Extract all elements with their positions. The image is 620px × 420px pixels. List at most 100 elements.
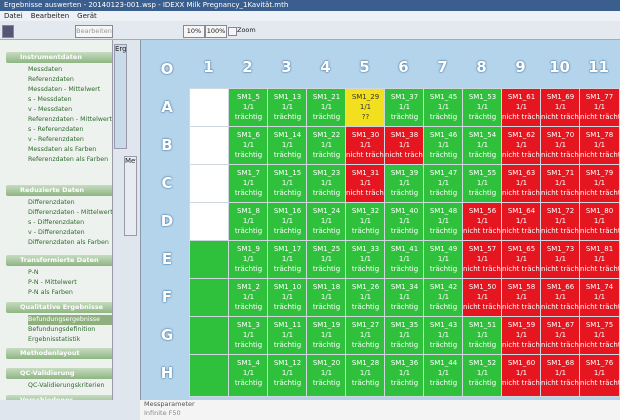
plate-well[interactable]: SM1_15 1/1 trächtig xyxy=(267,164,308,207)
plate-well[interactable]: SM1_31 1/1 nicht trächtig xyxy=(345,164,386,207)
plate-well[interactable] xyxy=(189,164,230,207)
zoom-button[interactable]: 10% xyxy=(183,25,205,38)
plate-well[interactable]: SM1_5 1/1 trächtig xyxy=(228,88,269,131)
plate-well[interactable]: SM1_79 1/1 nicht trächtig xyxy=(579,164,620,207)
plate-well[interactable]: SM1_46 1/1 trächtig xyxy=(423,126,464,169)
section-header[interactable]: Verschiedenes xyxy=(6,395,112,400)
plate-well[interactable]: SM1_66 1/1 nicht trächtig xyxy=(540,278,581,321)
plate-well[interactable]: SM1_39 1/1 trächtig xyxy=(384,164,425,207)
plate-well[interactable]: SM1_40 1/1 trächtig xyxy=(384,202,425,245)
plate-well[interactable]: SM1_77 1/1 nicht trächtig xyxy=(579,88,620,131)
plate-well[interactable]: SM1_56 1/1 nicht trächtig xyxy=(462,202,503,245)
plate-well[interactable]: SM1_11 1/1 trächtig xyxy=(267,316,308,359)
plate-well[interactable]: SM1_67 1/1 nicht trächtig xyxy=(540,316,581,359)
nav-item[interactable]: P-N xyxy=(28,269,39,276)
nav-item[interactable]: Differenzdaten - Mittelwert xyxy=(28,209,113,216)
plate-well[interactable]: SM1_73 1/1 nicht trächtig xyxy=(540,240,581,283)
nav-item[interactable]: s - Messdaten xyxy=(28,96,72,103)
plate-well[interactable]: SM1_27 1/1 trächtig xyxy=(345,316,386,359)
plate-well[interactable]: SM1_68 1/1 nicht trächtig xyxy=(540,354,581,397)
plate-well[interactable]: SM1_25 1/1 trächtig xyxy=(306,240,347,283)
plate-well[interactable]: SM1_49 1/1 trächtig xyxy=(423,240,464,283)
plate-well[interactable]: SM1_33 1/1 trächtig xyxy=(345,240,386,283)
plate-well[interactable]: SM1_10 1/1 trächtig xyxy=(267,278,308,321)
plate-well[interactable]: SM1_26 1/1 trächtig xyxy=(345,278,386,321)
zoom-checkbox[interactable] xyxy=(228,27,237,36)
nav-item[interactable]: QC-Validierungskriterien xyxy=(28,382,105,389)
plate-well[interactable]: SM1_63 1/1 nicht trächtig xyxy=(501,164,542,207)
nav-item[interactable]: Messdaten als Farben xyxy=(28,146,97,153)
nav-item[interactable]: Befundungsdefinition xyxy=(28,326,96,333)
plate-well[interactable]: SM1_59 1/1 nicht trächtig xyxy=(501,316,542,359)
plate-well[interactable]: SM1_41 1/1 trächtig xyxy=(384,240,425,283)
plate-well[interactable]: SM1_48 1/1 trächtig xyxy=(423,202,464,245)
plate-well[interactable]: SM1_71 1/1 nicht trächtig xyxy=(540,164,581,207)
section-header[interactable]: QC-Validierung xyxy=(6,368,112,379)
section-header[interactable]: Methodenlayout xyxy=(6,348,112,359)
plate-well[interactable]: SM1_51 1/1 trächtig xyxy=(462,316,503,359)
plate-well[interactable]: SM1_72 1/1 nicht trächtig xyxy=(540,202,581,245)
plate-well[interactable]: SM1_65 1/1 nicht trächtig xyxy=(501,240,542,283)
plate-well[interactable] xyxy=(189,278,230,321)
toolbar-button[interactable] xyxy=(2,25,14,38)
plate-well[interactable]: SM1_42 1/1 trächtig xyxy=(423,278,464,321)
nav-item[interactable]: s - Referenzdaten xyxy=(28,126,84,133)
plate-well[interactable]: SM1_14 1/1 trächtig xyxy=(267,126,308,169)
nav-item[interactable]: v - Differenzdaten xyxy=(28,229,85,236)
plate-well[interactable]: SM1_36 1/1 trächtig xyxy=(384,354,425,397)
section-header[interactable]: Instrumentdaten xyxy=(6,52,112,63)
plate-well[interactable]: SM1_62 1/1 nicht trächtig xyxy=(501,126,542,169)
nav-item[interactable]: Messdaten xyxy=(28,66,63,73)
section-header[interactable]: Transformierte Daten xyxy=(6,255,112,266)
plate-well[interactable]: SM1_8 1/1 trächtig xyxy=(228,202,269,245)
plate-well[interactable]: SM1_34 1/1 trächtig xyxy=(384,278,425,321)
plate-well[interactable]: SM1_55 1/1 trächtig xyxy=(462,164,503,207)
plate-well[interactable]: SM1_61 1/1 nicht trächtig xyxy=(501,88,542,131)
nav-item[interactable]: Differenzdaten xyxy=(28,199,75,206)
plate-well[interactable]: SM1_54 1/1 trächtig xyxy=(462,126,503,169)
nav-item[interactable]: Ergebnisstatistik xyxy=(28,336,81,343)
plate-well[interactable] xyxy=(189,126,230,169)
plate-well[interactable]: SM1_75 1/1 nicht trächtig xyxy=(579,316,620,359)
nav-item[interactable]: Messdaten - Mittelwert xyxy=(28,86,101,93)
plate-well[interactable]: SM1_19 1/1 trächtig xyxy=(306,316,347,359)
section-header[interactable]: Reduzierte Daten xyxy=(6,185,112,196)
nav-item[interactable]: Referenzdaten - Mittelwert xyxy=(28,116,112,123)
plate-well[interactable]: SM1_43 1/1 trächtig xyxy=(423,316,464,359)
plate-well[interactable]: SM1_21 1/1 trächtig xyxy=(306,88,347,131)
nav-item[interactable]: Befundungsergebnisse xyxy=(28,315,112,325)
plate-well[interactable]: SM1_16 1/1 trächtig xyxy=(267,202,308,245)
nav-item[interactable]: v - Messdaten xyxy=(28,106,73,113)
plate-well[interactable]: SM1_37 1/1 trächtig xyxy=(384,88,425,131)
vertical-tab[interactable]: Ergebnisse auswerten xyxy=(114,44,127,149)
plate-well[interactable]: SM1_28 1/1 trächtig xyxy=(345,354,386,397)
plate-well[interactable]: SM1_45 1/1 trächtig xyxy=(423,88,464,131)
edit-button[interactable]: Bearbeiten xyxy=(75,25,113,38)
menu-item[interactable]: Gerät xyxy=(77,12,97,20)
nav-item[interactable]: Referenzdaten als Farben xyxy=(28,156,109,163)
plate-well[interactable]: SM1_30 1/1 nicht trächtig xyxy=(345,126,386,169)
plate-well[interactable]: SM1_12 1/1 trächtig xyxy=(267,354,308,397)
plate-well[interactable]: SM1_58 1/1 nicht trächtig xyxy=(501,278,542,321)
plate-well[interactable]: SM1_22 1/1 trächtig xyxy=(306,126,347,169)
plate-well[interactable]: SM1_38 1/1 nicht trächtig xyxy=(384,126,425,169)
plate-well[interactable]: SM1_9 1/1 trächtig xyxy=(228,240,269,283)
plate-well[interactable] xyxy=(189,240,230,283)
plate-well[interactable] xyxy=(189,202,230,245)
vertical-tab[interactable]: Methode Kavitäten xyxy=(124,156,137,236)
nav-item[interactable]: s - Differenzdaten xyxy=(28,219,85,226)
nav-item[interactable]: P-N als Farben xyxy=(28,289,73,296)
zoom-button[interactable]: 100% xyxy=(205,25,227,38)
plate-well[interactable]: SM1_52 1/1 trächtig xyxy=(462,354,503,397)
plate-well[interactable]: SM1_64 1/1 nicht trächtig xyxy=(501,202,542,245)
plate-well[interactable]: SM1_60 1/1 nicht trächtig xyxy=(501,354,542,397)
plate-well[interactable]: SM1_50 1/1 nicht trächtig xyxy=(462,278,503,321)
menu-item[interactable]: Datei xyxy=(4,12,23,20)
plate-well[interactable]: SM1_18 1/1 trächtig xyxy=(306,278,347,321)
plate-well[interactable]: SM1_78 1/1 nicht trächtig xyxy=(579,126,620,169)
menu-item[interactable]: Bearbeiten xyxy=(30,12,70,20)
plate-well[interactable]: SM1_32 1/1 trächtig xyxy=(345,202,386,245)
plate-well[interactable]: SM1_3 1/1 trächtig xyxy=(228,316,269,359)
plate-well[interactable]: SM1_2 1/1 trächtig xyxy=(228,278,269,321)
plate-well[interactable]: SM1_35 1/1 trächtig xyxy=(384,316,425,359)
